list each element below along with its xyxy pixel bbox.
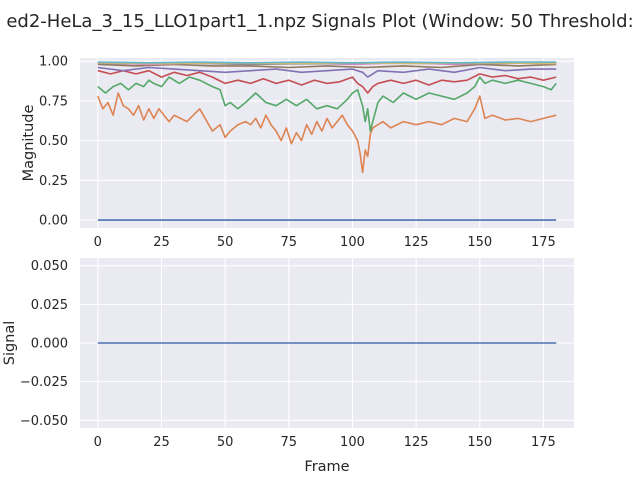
- x-tick-label: 175: [531, 235, 556, 250]
- y-tick-label: 0.00: [39, 214, 68, 229]
- series-line: [97, 61, 557, 64]
- x-tick-label: 75: [281, 235, 298, 250]
- y-tick-label: 0.75: [39, 94, 68, 109]
- signal-panel: 0 25 50 75 100 125 150 175 −0.050 −0.025 0.000 0.0…: [2, 258, 574, 475]
- y-tick-label: 0.25: [39, 174, 68, 189]
- x-tick-label: 50: [217, 235, 234, 250]
- magnitude-panel: 0 25 50 75 100 125 150 175 0.00 0.25 0.50 0.75 1.00…: [21, 55, 574, 250]
- x-tick-label: 150: [467, 435, 492, 450]
- x-tick-label: 175: [531, 435, 556, 450]
- x-tick-label: 125: [404, 435, 429, 450]
- magnitude-series: [97, 61, 557, 221]
- signal-x-axis-label: Frame: [304, 459, 349, 475]
- figure-title: ed2-HeLa_3_15_LLO1part1_1.npz Signals Pl…: [6, 11, 633, 32]
- x-tick-label: 100: [340, 435, 365, 450]
- x-tick-label: 50: [217, 435, 234, 450]
- x-tick-label: 125: [404, 235, 429, 250]
- signal-y-tick-labels: −0.050 −0.025 0.000 0.025 0.050: [20, 259, 68, 429]
- y-tick-label: 0.000: [31, 337, 68, 352]
- x-tick-label: 0: [94, 435, 102, 450]
- x-tick-label: 25: [153, 235, 170, 250]
- magnitude-y-tick-labels: 0.00 0.25 0.50 0.75 1.00: [39, 55, 68, 229]
- series-line: [97, 92, 557, 174]
- series-line: [97, 69, 557, 94]
- signal-x-tick-labels: 0 25 50 75 100 125 150 175: [94, 435, 556, 450]
- x-tick-label: 75: [281, 435, 298, 450]
- series-line: [97, 66, 557, 78]
- signal-y-axis-label: Signal: [2, 321, 18, 366]
- y-tick-label: −0.025: [20, 375, 68, 390]
- x-tick-label: 150: [467, 235, 492, 250]
- magnitude-x-tick-labels: 0 25 50 75 100 125 150 175: [94, 235, 556, 250]
- x-tick-label: 100: [340, 235, 365, 250]
- x-tick-label: 0: [94, 235, 102, 250]
- y-tick-label: 0.025: [31, 298, 68, 313]
- x-tick-label: 25: [153, 435, 170, 450]
- y-tick-label: 1.00: [39, 55, 68, 70]
- y-tick-label: 0.50: [39, 134, 68, 149]
- y-tick-label: −0.050: [20, 414, 68, 429]
- magnitude-y-axis-label: Magnitude: [21, 105, 37, 182]
- y-tick-label: 0.050: [31, 259, 68, 274]
- series-line: [97, 76, 557, 132]
